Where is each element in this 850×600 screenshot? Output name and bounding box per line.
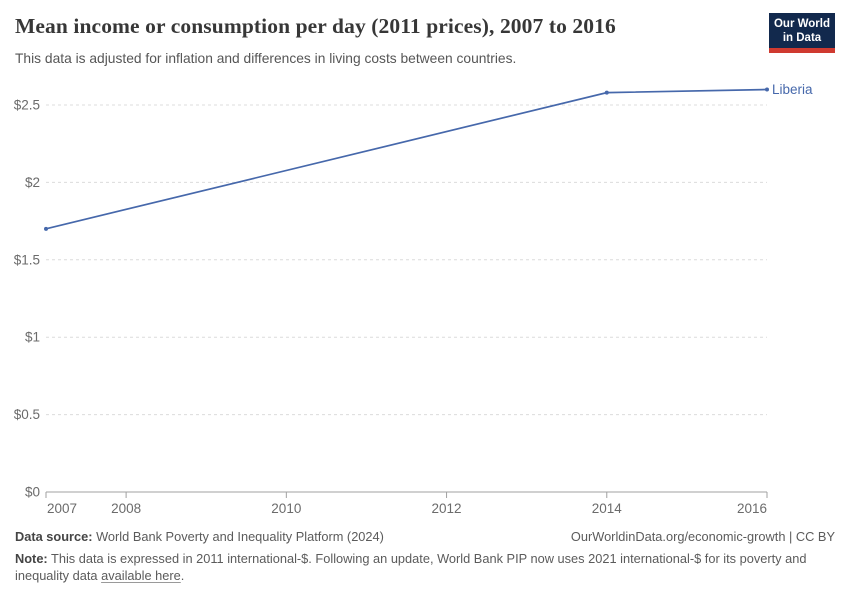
- chart-title: Mean income or consumption per day (2011…: [15, 14, 616, 38]
- owid-logo-box: Our World in Data: [769, 13, 835, 48]
- y-tick-label: $2: [25, 175, 40, 190]
- x-tick-label: 2012: [432, 501, 462, 516]
- note-block: Note: This data is expressed in 2011 int…: [15, 550, 835, 584]
- x-tick-label: 2010: [271, 501, 301, 516]
- chart-header: Mean income or consumption per day (2011…: [15, 14, 835, 68]
- note-available-here-link[interactable]: available here: [101, 568, 181, 583]
- x-tick-label: 2014: [592, 501, 623, 516]
- chart-subtitle: This data is adjusted for inflation and …: [15, 50, 517, 66]
- y-tick-label: $0: [25, 485, 40, 500]
- y-tick-label: $1.5: [14, 252, 40, 267]
- series-line: [45, 88, 768, 230]
- owid-logo-line1: Our World: [773, 18, 830, 30]
- data-source-line: Data source: World Bank Poverty and Ineq…: [15, 528, 384, 545]
- series-end-label: Liberia: [772, 82, 813, 97]
- attribution-text: OurWorldinData.org/economic-growth | CC …: [570, 529, 835, 544]
- x-tick-label: 2008: [111, 501, 141, 516]
- y-tick-label: $0.5: [14, 407, 40, 422]
- owid-logo-line2: in Data: [782, 32, 822, 44]
- owid-logo-stripe: [769, 48, 835, 53]
- chart-footer: Data source: World Bank Poverty and Ineq…: [15, 528, 835, 584]
- data-point: [765, 87, 769, 92]
- note-text-end: .: [180, 568, 185, 583]
- chart-svg: $0 $0.5 $1 $1.5 $2 $2.5 2007 2008 2010 2012 2014 20…: [14, 82, 813, 516]
- x-tick-label: 2016: [737, 501, 767, 516]
- y-tick-label: $1: [25, 330, 40, 345]
- note-text: This data is expressed in 2011 internati…: [15, 551, 807, 583]
- owid-logo: Our World in Data: [769, 13, 835, 53]
- y-tick-label: $2.5: [14, 98, 40, 113]
- data-source-text: World Bank Poverty and Inequality Platfo…: [92, 529, 384, 544]
- data-point: [604, 90, 609, 95]
- note-label: Note:: [15, 551, 48, 566]
- data-source-label: Data source:: [15, 529, 93, 544]
- data-point: [44, 226, 48, 231]
- footer-source-row: Data source: World Bank Poverty and Ineq…: [15, 528, 835, 545]
- x-tick-label: 2007: [47, 501, 77, 516]
